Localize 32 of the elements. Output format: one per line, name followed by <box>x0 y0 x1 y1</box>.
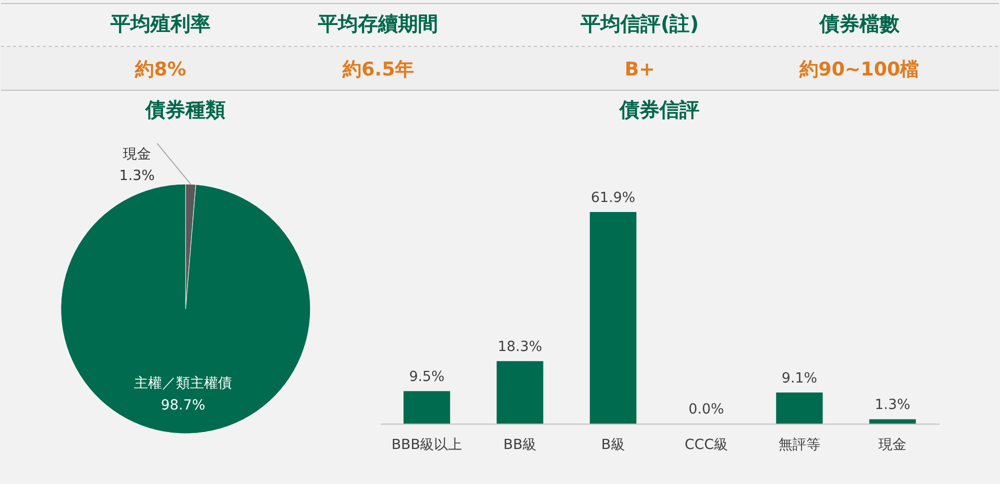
x-tick-label: 無評等 <box>778 437 820 454</box>
data-label: 61.9% <box>590 190 636 206</box>
text: 約6.5年 <box>341 58 414 80</box>
text: 約8% <box>134 58 186 80</box>
text: B+ <box>624 58 655 80</box>
text: 平均信評(註) <box>580 11 699 36</box>
bar <box>869 419 916 424</box>
data-label: 98.7% <box>160 398 206 414</box>
bar <box>776 392 823 424</box>
chart-title: 債券種類 <box>144 97 226 122</box>
chart-title: 債券信評 <box>618 97 700 122</box>
x-tick-label: B級 <box>601 437 625 454</box>
data-label: 9.1% <box>782 370 818 387</box>
data-label: 0.0% <box>688 402 724 418</box>
x-tick-label: BB級 <box>503 437 537 454</box>
bar <box>496 361 544 424</box>
data-label: 18.3% <box>498 339 542 356</box>
text: 平均存續期間 <box>317 11 438 36</box>
data-label: 9.5% <box>409 369 445 386</box>
data-label: 1.3% <box>874 397 910 414</box>
text: 債券檔數 <box>818 11 900 36</box>
slice-label: 現金 <box>123 146 152 162</box>
text: 約90~100檔 <box>798 58 920 80</box>
pie-slice <box>60 184 310 434</box>
text: 平均殖利率 <box>110 11 211 36</box>
bar <box>590 212 636 424</box>
slice-label: 主權／類主權債 <box>134 376 232 392</box>
bar <box>404 391 450 424</box>
x-tick-label: CCC級 <box>684 437 728 454</box>
x-tick-label: BBB級以上 <box>391 437 462 454</box>
data-label: 1.3% <box>119 168 155 184</box>
x-tick-label: 現金 <box>878 437 907 454</box>
